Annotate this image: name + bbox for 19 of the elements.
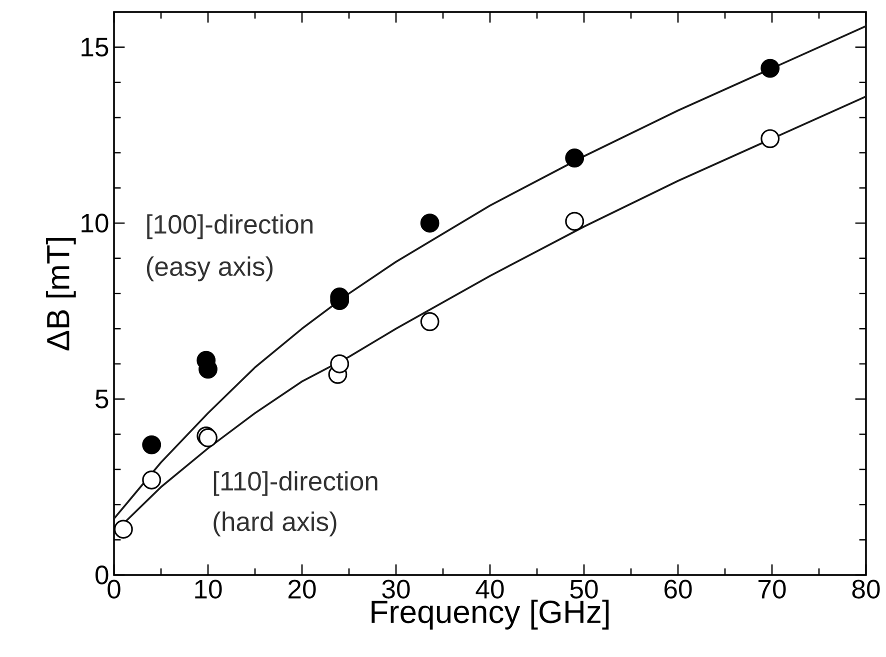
x-tick-label: 70 — [758, 580, 786, 599]
x-tick-label: 40 — [476, 580, 504, 599]
annotation: [110]-direction — [214, 471, 378, 496]
y-axis-title: ΔB [mT] — [46, 238, 76, 350]
y-tick-label: 0 — [96, 566, 108, 584]
x-tick-label: 0 — [108, 580, 120, 599]
x-axis-title: Frequency [GHz] — [372, 600, 609, 630]
x-tick-label: 50 — [570, 580, 598, 599]
annotation: [100]-direction — [147, 214, 313, 240]
y-tick-label: 10 — [82, 214, 108, 233]
x-tick-label: 30 — [382, 580, 410, 599]
annotation: (easy axis) — [146, 256, 273, 282]
y-tick-label: 15 — [82, 38, 108, 56]
x-tick-label: 80 — [852, 580, 880, 599]
y-tick-label: 5 — [96, 390, 108, 408]
x-tick-label: 10 — [195, 580, 222, 599]
x-tick-label: 20 — [288, 580, 316, 599]
annotation: (hard axis) — [214, 512, 336, 536]
x-tick-label: 60 — [664, 580, 692, 599]
